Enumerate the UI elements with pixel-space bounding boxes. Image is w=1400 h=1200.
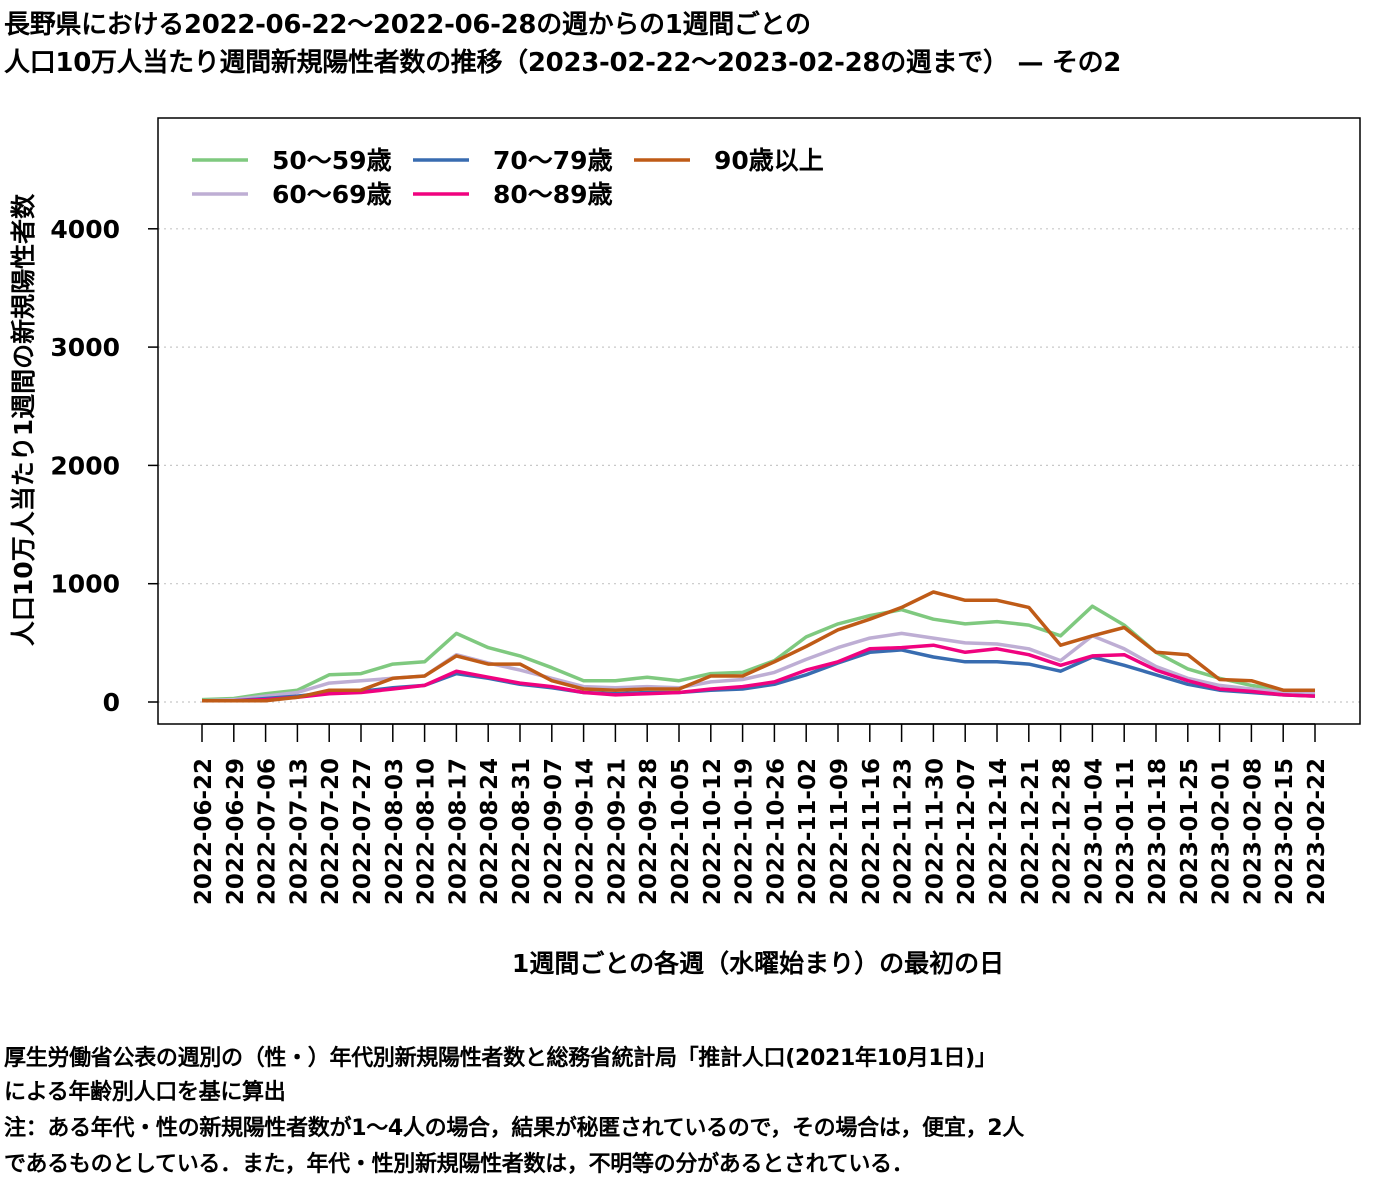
footnote-line-2: であるものとしている．また，年代・性別新規陽性者数は，不明等の分があるとされてい… [4, 1152, 914, 1177]
x-tick-label: 2022-08-10 [414, 758, 440, 905]
x-tick-label: 2023-02-22 [1304, 758, 1330, 905]
x-tick-label: 2022-06-29 [223, 758, 249, 905]
series-line-4 [202, 590, 1315, 703]
x-tick-label: 2022-10-26 [763, 758, 789, 905]
y-tick-label: 4000 [50, 215, 120, 244]
x-tick-label: 2022-10-12 [700, 758, 726, 905]
y-tick-label: 2000 [50, 451, 120, 480]
x-tick-label: 2022-08-03 [382, 758, 408, 905]
y-tick-label: 3000 [50, 333, 120, 362]
x-axis-label: 1週間ごとの各週（水曜始まり）の最初の日 [512, 949, 1004, 978]
x-tick-label: 2022-11-02 [795, 758, 821, 905]
x-tick-label: 2022-09-21 [604, 758, 630, 905]
x-tick-label: 2022-07-13 [286, 758, 312, 905]
y-axis: 0 1000 2000 3000 4000 [50, 215, 158, 717]
x-tick-label: 2022-12-28 [1050, 758, 1076, 905]
legend-label: 70～79歳 [493, 146, 613, 175]
series-line-3 [202, 643, 1316, 703]
legend-label: 80～89歳 [493, 180, 613, 209]
footnote-line-1: 注：ある年代・性の新規陽性者数が1～4人の場合，結果が秘匿されているので，その場… [4, 1116, 1024, 1141]
x-tick-label: 2023-01-25 [1177, 758, 1203, 905]
x-tick-label: 2022-07-20 [318, 758, 344, 905]
x-tick-label: 2022-10-05 [668, 758, 694, 905]
x-tick-label: 2022-12-07 [954, 758, 980, 905]
source-note-line-2: による年齢別人口を基に算出 [4, 1080, 286, 1105]
x-tick-label: 2023-02-01 [1209, 758, 1235, 905]
x-tick-label: 2022-09-14 [573, 758, 599, 905]
source-note-line-1: 厚生労働省公表の週別の（性・）年代別新規陽性者数と総務省統計局「推計人口(202… [4, 1046, 997, 1071]
x-tick-label: 2022-11-16 [859, 758, 885, 905]
chart-title-line-1: 長野県における2022-06-22～2022-06-28の週からの1週間ごとの [4, 10, 811, 40]
x-tick-label: 2023-01-04 [1081, 758, 1107, 905]
x-tick-label: 2022-08-17 [445, 758, 471, 905]
x-tick-label: 2022-11-09 [827, 758, 853, 905]
x-tick-label: 2023-01-18 [1145, 758, 1171, 905]
x-tick-label: 2022-08-31 [509, 758, 535, 905]
x-tick-label: 2022-12-21 [1018, 758, 1044, 905]
x-tick-label: 2022-09-28 [636, 758, 662, 905]
x-tick-label: 2022-09-07 [541, 758, 567, 905]
x-tick-label: 2022-08-24 [477, 758, 503, 905]
y-tick-label: 1000 [50, 570, 120, 599]
y-tick-label: 0 [103, 688, 120, 717]
x-tick-label: 2022-11-23 [891, 758, 917, 905]
x-tick-label: 2022-07-27 [350, 758, 376, 905]
chart-title-line-2: 人口10万人当たり週間新規陽性者数の推移（2023-02-22～2023-02-… [4, 48, 1122, 78]
x-tick-label: 2022-06-22 [191, 758, 217, 905]
grid-lines [158, 228, 1360, 703]
x-tick-label: 2023-02-08 [1240, 758, 1266, 905]
x-tick-label: 2023-01-11 [1113, 758, 1139, 905]
legend-label: 60～69歳 [272, 180, 392, 209]
x-tick-label: 2022-12-14 [986, 758, 1012, 905]
legend-label: 50～59歳 [272, 146, 392, 175]
x-tick-label: 2022-10-19 [732, 758, 758, 905]
legend-label: 90歳以上 [714, 146, 824, 175]
x-tick-label: 2022-07-06 [255, 758, 281, 905]
x-axis: 2022-06-22 2022-06-29 2022-07-06 2022-07-13… [191, 723, 1330, 905]
x-tick-label: 2023-02-15 [1272, 758, 1298, 905]
x-tick-label: 2022-11-30 [922, 758, 948, 905]
legend: 50～59歳 60～69歳 70～79歳 80～89歳 90歳以上 [192, 146, 824, 209]
y-axis-label: 人口10万人当たり1週間の新規陽性者数 [9, 193, 38, 646]
series-lines [201, 590, 1316, 703]
